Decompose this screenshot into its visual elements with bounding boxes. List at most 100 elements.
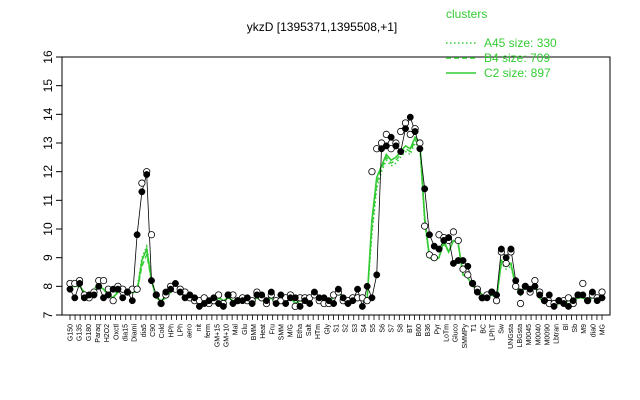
data-point-filled [459,257,467,264]
data-point-filled [210,294,218,302]
data-point-open [416,139,424,147]
data-point-filled [171,280,179,287]
data-point-filled [263,297,270,305]
data-point-filled [167,285,175,293]
data-point-filled [66,285,74,293]
data-point-filled [90,291,98,299]
data-point-filled [435,245,443,253]
x-tick-label: Diami [132,324,139,342]
x-tick-label: Lbtran [554,324,561,344]
x-tick-label: Oxctl [113,324,120,340]
x-tick-label: Fru [269,324,276,335]
data-point-open [516,299,525,308]
x-tick-label: H2O2 [104,324,111,342]
x-tick-label: BMM [251,324,258,341]
data-point-filled [402,125,409,133]
chart-title: ykzD [1395371,1395508,+1] [247,20,397,34]
data-point-open [138,179,146,187]
x-tick-label: B36 [425,324,432,337]
data-point-filled [133,231,141,239]
x-tick-label: M0090 [544,324,551,346]
x-tick-label: HPh [168,324,175,338]
x-tick-label: S4 [361,324,368,333]
data-point-filled [330,300,338,307]
legend-label: A45 size: 330 [484,36,557,50]
x-tick-label: S1 [334,324,341,333]
data-point-filled [497,245,505,253]
data-point-filled [445,234,453,242]
data-point-filled [143,171,151,178]
legend-title: clusters [446,7,487,21]
data-point-filled [76,280,84,287]
series-line-dotted [70,141,602,305]
data-point-filled [541,297,548,305]
data-point-filled [421,185,429,193]
y-axis: 7 8 9 10 11 12 13 14 15 16 [41,50,62,318]
data-point-filled [310,288,318,296]
data-point-filled [569,297,577,305]
data-point-filled [95,282,103,290]
data-point-filled [416,145,424,153]
plot-area [61,56,611,316]
data-point-filled [296,302,304,310]
x-tick-label: Paraq [95,324,102,343]
y-tick-label: 9 [41,254,55,261]
data-point-open [147,231,156,239]
data-point-filled [387,133,395,141]
x-tick-label: dia0 [590,324,597,337]
x-tick-label: dia5 [141,324,148,337]
x-tick-label: G150 [68,324,75,341]
data-point-filled [469,280,477,287]
x-tick-label: LPh [178,324,185,337]
data-point-filled [349,297,357,305]
y-tick-label: 16 [41,50,55,64]
x-tick-label: Mal [233,324,240,336]
x-tick-label: SMMPy [462,324,469,349]
data-point-open [598,288,606,296]
data-point-filled [277,291,285,299]
data-point-open [464,271,472,279]
y-tick-label: 15 [41,79,55,93]
data-point-filled [176,288,184,296]
data-point-filled [258,291,266,299]
legend-label: B4 size: 709 [484,51,550,65]
x-tick-label: LoTm [444,324,451,342]
data-point-filled [502,254,510,262]
data-point-filled [363,282,371,290]
data-point-filled [219,302,227,310]
data-point-filled [411,128,419,135]
data-point-filled [473,288,481,296]
x-tick-label: HTm [315,324,322,339]
data-point-filled [71,294,79,302]
data-point-filled [507,245,515,253]
x-tick-label: S8 [398,324,405,333]
data-point-filled [248,300,256,307]
x-tick-label: S7 [389,324,396,333]
data-point-filled [191,294,199,302]
data-point-filled [138,188,146,196]
data-point-open [449,228,458,236]
x-tick-label: M0045 [526,324,533,346]
legend-label: C2 size: 897 [484,66,551,80]
y-tick-label: 10 [41,222,55,236]
data-point-filled [598,294,606,302]
x-tick-label: nit [196,324,203,331]
y-tick-label: 13 [41,136,55,150]
x-tick-label: Salt [306,324,313,336]
data-point-filled [334,285,342,293]
data-point-filled [550,302,558,310]
data-point-filled [565,302,572,310]
x-tick-label: M9 [581,324,588,334]
data-point-open [512,282,520,290]
x-tick-label: LPhT [489,323,496,340]
data-point-filled [464,262,472,270]
x-tick-label: S2 [343,324,350,333]
data-point-filled [536,291,544,299]
data-point-filled [426,231,433,239]
x-tick-label: BC [480,324,487,334]
x-tick-label: Bl [563,324,570,331]
data-point-filled [531,282,539,290]
x-tick-label: GM+10 [223,324,230,347]
